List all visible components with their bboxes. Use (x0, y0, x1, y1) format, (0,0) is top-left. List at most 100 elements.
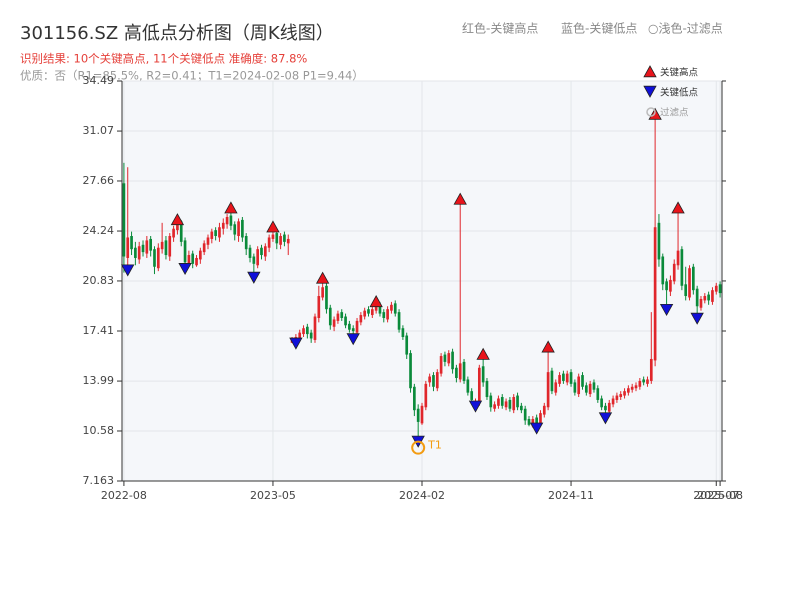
candle-body (302, 328, 305, 335)
candle-body (504, 401, 508, 408)
key-low-marker (468, 400, 483, 413)
candle-body (313, 316, 317, 340)
candle-body (359, 315, 363, 323)
x-tick-label: 2024-11 (548, 489, 594, 502)
header-legend: 蓝色-关键低点 (561, 22, 637, 36)
candle-body (485, 380, 489, 398)
candle-body (714, 285, 718, 292)
candle-body (344, 316, 347, 326)
annotation-circle (411, 440, 426, 455)
candle-body (248, 247, 252, 258)
key-high-marker (476, 347, 490, 360)
candle-body (172, 228, 175, 238)
candle-body (164, 240, 168, 256)
candle-body (206, 237, 210, 245)
y-tick-label: 27.66 (83, 174, 115, 187)
chart-title: 301156.SZ 高低点分析图（周K线图） (20, 23, 334, 44)
key-high-marker (170, 213, 185, 226)
candle-body (191, 253, 195, 264)
candle-body (306, 326, 309, 335)
candle-body (500, 397, 504, 406)
candle-body (397, 312, 401, 330)
candle-body (187, 255, 191, 264)
candle-body (435, 372, 439, 389)
candle-body (588, 383, 592, 395)
candle-body (321, 287, 324, 298)
legend-label: 过滤点 (660, 107, 689, 119)
candle-body (661, 256, 665, 285)
candle-body (630, 386, 634, 390)
candle-body (378, 304, 382, 314)
x-tick-label: 2025-08 (697, 489, 743, 502)
candle-body (199, 250, 202, 260)
candle-body (141, 244, 145, 253)
candle-body (241, 219, 244, 238)
key-low-marker (598, 412, 613, 425)
candle-body (680, 249, 684, 286)
candle-body (512, 397, 516, 411)
candle-body (122, 183, 126, 257)
candle-body (237, 221, 240, 237)
key-high-marker (266, 220, 280, 233)
candle-body (718, 284, 722, 294)
candle-body (546, 372, 550, 408)
key-low-marker (289, 337, 303, 350)
candle-body (596, 388, 600, 400)
candle-body (607, 402, 611, 412)
candle-body (688, 268, 691, 298)
candle-body (298, 332, 302, 339)
candle-body (573, 382, 577, 393)
candle-body (317, 296, 321, 318)
candle-body (137, 246, 141, 260)
candle-body (244, 236, 248, 250)
candle-body (332, 319, 336, 327)
candle-body (562, 373, 565, 381)
candle-body (401, 328, 405, 338)
candle-body (351, 328, 355, 332)
candle-body (665, 281, 668, 291)
candle-body (156, 247, 160, 269)
candle-body (558, 375, 561, 384)
legend-filtered-symbol (646, 107, 656, 117)
candle-body (233, 224, 237, 235)
candle-body (416, 408, 420, 422)
key-high-marker (541, 340, 555, 353)
candle-body (374, 306, 378, 311)
candle-body (348, 323, 351, 330)
candle-body (703, 296, 707, 301)
candle-body (218, 227, 221, 238)
candle-body (707, 294, 710, 301)
candle-body (672, 263, 676, 282)
candle-body (581, 375, 584, 387)
candle-body (550, 370, 554, 392)
x-tick-label: 2022-08 (101, 489, 147, 502)
candle-body (221, 222, 225, 229)
candle-body (638, 380, 642, 387)
candle-body (309, 332, 313, 339)
key-low-marker (659, 303, 674, 317)
candle-body (577, 376, 581, 395)
candle-body (542, 405, 546, 415)
header-legend: ○浅色-过滤点 (648, 22, 723, 36)
key-low-marker (247, 271, 261, 284)
candle-body (263, 246, 267, 257)
candle-body (126, 237, 130, 258)
key-low-marker (690, 312, 704, 325)
candle-body (584, 385, 588, 393)
legend-high-symbol (643, 65, 657, 78)
candle-body (225, 216, 229, 225)
candle-body (439, 356, 443, 374)
candle-body (176, 222, 179, 231)
candle-body (195, 257, 198, 266)
candle-body (470, 391, 474, 400)
candle-body (214, 230, 217, 237)
candle-body (615, 395, 619, 400)
candle-body (183, 240, 187, 263)
y-tick-label: 24.24 (83, 224, 115, 237)
candle-body (149, 238, 152, 251)
candle-body (649, 358, 653, 381)
candle-body (256, 249, 260, 266)
y-tick-label: 20.83 (83, 274, 115, 287)
key-low-marker (529, 422, 544, 435)
